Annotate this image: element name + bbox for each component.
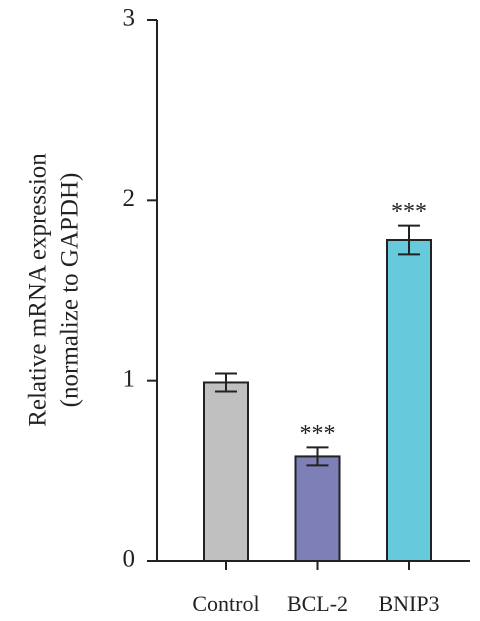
x-tick-label: Control xyxy=(192,591,259,616)
y-tick-label: 2 xyxy=(123,185,136,212)
y-tick-label: 1 xyxy=(123,365,136,392)
bar xyxy=(203,381,249,562)
y-tick-label: 0 xyxy=(123,546,136,573)
significance-label: *** xyxy=(391,199,427,225)
y-axis-title-line: (normalize to GAPDH) xyxy=(57,173,84,408)
significance-label: *** xyxy=(300,421,336,447)
y-axis-title: Relative mRNA expression (normalize to G… xyxy=(25,153,84,427)
bar xyxy=(294,455,341,563)
y-tick-label: 3 xyxy=(123,5,136,32)
x-tick-label: BNIP3 xyxy=(378,591,439,616)
x-tick-label: BCL-2 xyxy=(287,591,348,616)
bar xyxy=(386,239,432,563)
y-axis-title-line: Relative mRNA expression xyxy=(25,153,52,427)
